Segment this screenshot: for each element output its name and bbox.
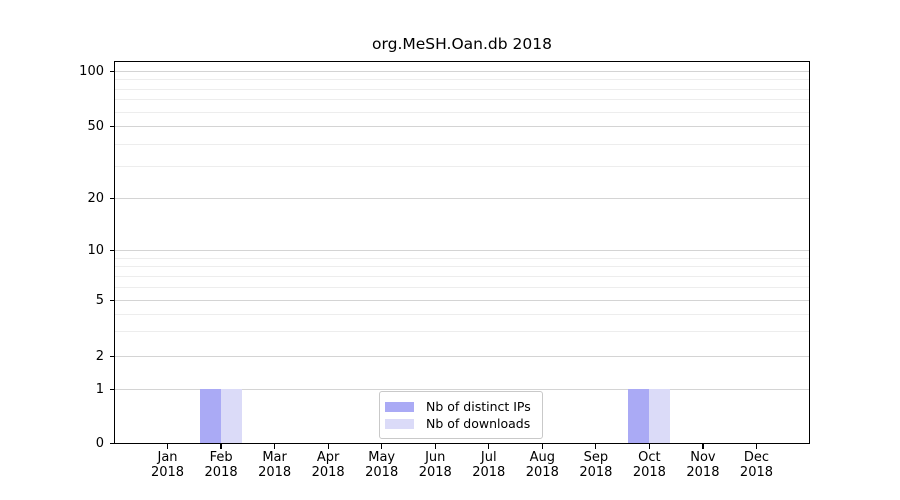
bar-distinct-ips-oct [628, 389, 650, 443]
y-axis-tick-label: 0 [95, 436, 104, 451]
x-axis-tick-label: Jun 2018 [418, 450, 452, 480]
chart-title: org.MeSH.Oan.db 2018 [372, 35, 552, 53]
x-axis-tick [327, 444, 329, 449]
y-axis-tick-label: 1 [95, 381, 104, 397]
y-axis-tick [109, 388, 115, 390]
y-axis-tick [109, 70, 115, 72]
x-axis-tick [702, 444, 704, 449]
y-axis-tick-label: 5 [95, 292, 104, 308]
y-gridline-minor [115, 79, 809, 81]
x-axis-tick [541, 444, 543, 449]
x-axis-tick-label: Nov 2018 [686, 450, 720, 480]
y-gridline-minor [115, 286, 809, 288]
y-axis-tick-label: 10 [87, 242, 104, 258]
legend-entry-distinct-ips: Nb of distinct IPs [385, 399, 534, 415]
y-gridline-minor [115, 99, 809, 101]
y-gridline-minor [115, 331, 809, 333]
y-gridline-major [115, 389, 809, 390]
x-axis-tick [755, 444, 758, 449]
x-axis-tick-label: Feb 2018 [204, 450, 238, 480]
y-axis-tick [109, 443, 115, 445]
y-gridline-minor [115, 111, 809, 113]
bar-downloads-oct [649, 389, 671, 443]
y-gridline-minor [115, 166, 809, 168]
x-axis-tick-label: Mar 2018 [258, 450, 292, 480]
bar-distinct-ips-feb [200, 389, 222, 443]
x-axis-tick-label: Aug 2018 [525, 450, 559, 480]
x-axis-tick [274, 444, 276, 449]
legend-label-distinct-ips: Nb of distinct IPs [426, 399, 531, 414]
y-gridline-major [115, 198, 809, 199]
y-gridline-minor [115, 143, 809, 145]
x-axis-tick [381, 444, 383, 449]
y-gridline-major [115, 126, 809, 127]
x-axis-tick-label: Dec 2018 [739, 450, 774, 480]
y-gridline-major [115, 71, 809, 72]
legend-swatch-downloads [385, 419, 414, 429]
x-axis-tick [166, 444, 169, 449]
y-axis-tick [109, 299, 115, 301]
y-axis-tick-label: 20 [87, 190, 104, 206]
legend-label-downloads: Nb of downloads [426, 416, 531, 431]
y-gridline-minor [115, 257, 809, 259]
y-axis-tick-label: 2 [95, 348, 104, 364]
x-axis-tick [434, 444, 436, 449]
x-axis-tick-label: May 2018 [365, 450, 399, 480]
y-axis-tick [109, 355, 115, 357]
x-axis-tick-label: Oct 2018 [632, 450, 666, 480]
y-gridline-minor [115, 266, 809, 268]
x-axis-tick [488, 444, 490, 449]
y-axis-tick-label: 100 [79, 63, 104, 79]
bar-downloads-feb [221, 389, 243, 443]
y-gridline-minor [115, 313, 809, 315]
plot-area [114, 61, 810, 444]
x-axis-tick-label: Jan 2018 [150, 450, 185, 480]
x-axis-tick [220, 444, 222, 449]
y-gridline-minor [115, 275, 809, 277]
x-axis-tick-label: Apr 2018 [311, 450, 345, 480]
legend-entry-downloads: Nb of downloads [385, 416, 534, 432]
legend-swatch-distinct-ips [385, 402, 414, 412]
x-axis-tick [648, 444, 650, 449]
y-gridline-major [115, 300, 809, 301]
y-axis-tick-label: 50 [87, 118, 104, 134]
y-gridline-minor [115, 88, 809, 90]
y-gridline-major [115, 356, 809, 357]
x-axis-tick-label: Sep 2018 [579, 450, 613, 480]
y-axis-tick [109, 249, 115, 251]
x-axis-tick [595, 444, 597, 449]
x-axis-tick-label: Jul 2018 [472, 450, 506, 480]
y-axis-tick [109, 125, 115, 127]
y-gridline-major [115, 250, 809, 251]
legend: Nb of distinct IPs Nb of downloads [379, 391, 543, 439]
y-axis-tick [109, 197, 115, 199]
